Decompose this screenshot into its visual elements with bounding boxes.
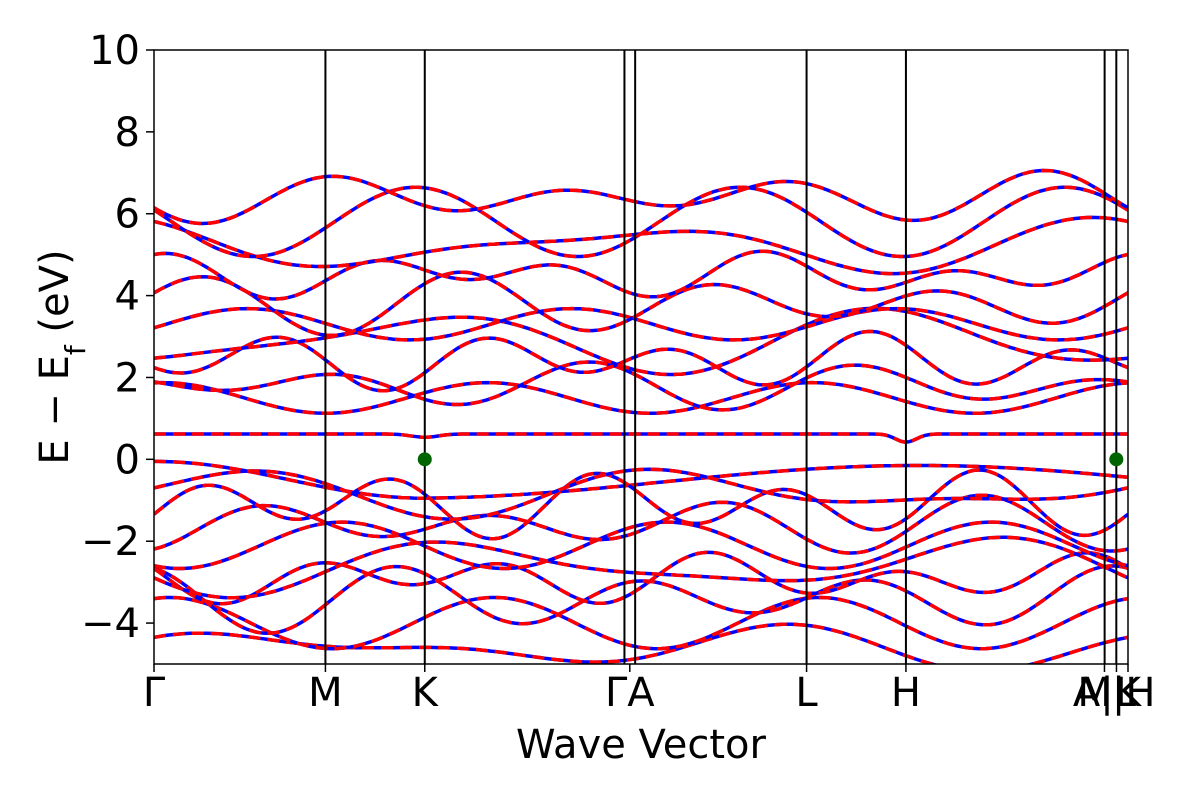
- x-tick-label: L: [795, 670, 818, 716]
- x-tick-label: K: [412, 670, 440, 716]
- y-axis-title: E − Ef (eV): [32, 249, 92, 464]
- band-line-red: [154, 306, 1128, 342]
- y-tick-label: 10: [89, 28, 140, 74]
- y-tick-label: 2: [115, 355, 140, 401]
- band-line-red: [154, 550, 1128, 606]
- band-line-blue: [154, 306, 1128, 377]
- band-line-red: [154, 215, 1128, 276]
- band-lines: [154, 168, 1128, 664]
- band-line-red: [154, 595, 1128, 651]
- band-line-blue: [154, 520, 1128, 571]
- band-line-red: [154, 249, 1128, 301]
- band-line-red: [154, 622, 1128, 664]
- band-edge-marker: [1109, 452, 1124, 467]
- band-line-blue: [154, 550, 1128, 606]
- y-tick-label: −4: [81, 601, 140, 647]
- x-tick-label: M|H: [1077, 670, 1155, 716]
- band-line-red: [154, 270, 1128, 338]
- band-line-red: [154, 168, 1128, 226]
- x-tick-label: ΓA: [605, 670, 655, 716]
- band-line-red: [154, 185, 1128, 259]
- band-line-red: [154, 306, 1128, 377]
- band-line-red: [154, 432, 1128, 444]
- band-edge-markers: [417, 452, 1124, 467]
- plot-frame: [153, 49, 1129, 665]
- y-axis-ticks: −4 −2 0 2 4 6 8 10: [81, 28, 154, 647]
- band-line-red: [154, 535, 1128, 600]
- x-tick-label: M: [308, 670, 343, 716]
- x-tick-label: A|L: [1073, 670, 1137, 716]
- y-tick-label: 8: [115, 110, 140, 156]
- kpoint-divider-lines: [324, 50, 1118, 664]
- band-line-blue: [154, 564, 1128, 636]
- x-axis-ticks: Γ M K ΓA L H A|LM|HK: [143, 664, 1156, 716]
- y-tick-label: −2: [81, 519, 140, 565]
- band-line-blue: [154, 459, 1128, 500]
- band-line-red: [154, 467, 1128, 521]
- band-line-blue: [154, 360, 1128, 412]
- band-line-red: [154, 468, 1128, 541]
- y-tick-label: 0: [115, 437, 140, 483]
- band-line-red: [154, 329, 1128, 393]
- band-line-red: [154, 564, 1128, 636]
- band-line-blue: [154, 168, 1128, 226]
- band-line-red: [154, 360, 1128, 412]
- band-line-red: [154, 380, 1128, 415]
- band-line-blue: [154, 432, 1128, 444]
- x-axis-title: Wave Vector: [516, 722, 767, 768]
- y-tick-label: 4: [115, 274, 140, 320]
- x-tick-label: Γ: [143, 670, 166, 716]
- band-edge-marker: [417, 452, 432, 467]
- x-tick-label: K: [1115, 670, 1143, 716]
- y-tick-label: 6: [115, 192, 140, 238]
- x-tick-label: H: [891, 670, 921, 716]
